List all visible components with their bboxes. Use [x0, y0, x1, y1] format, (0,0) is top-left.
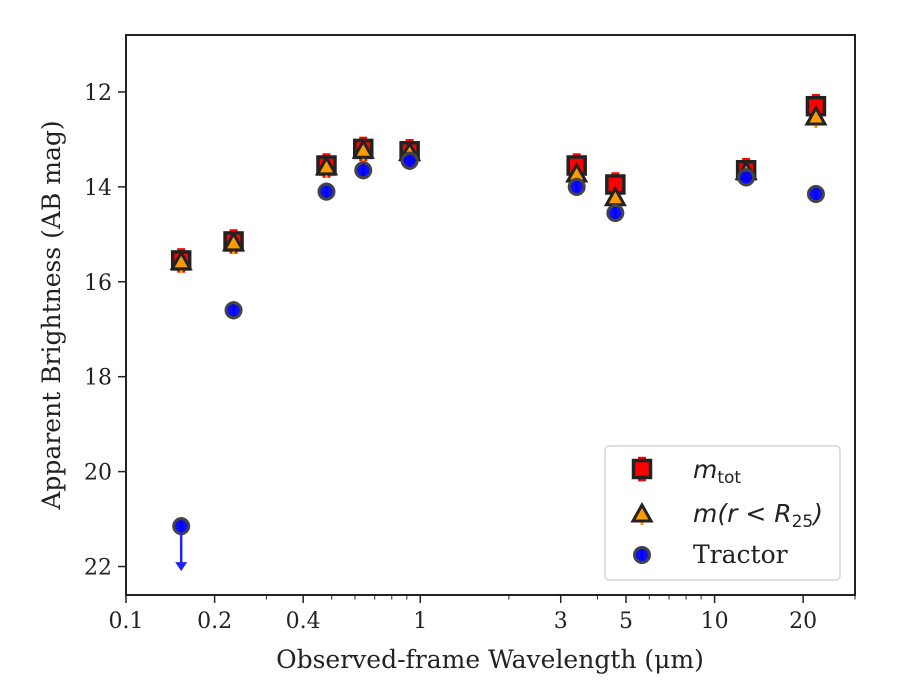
- marker-circle: [567, 177, 586, 196]
- x-axis: 0.1 0.2 0.4 1 3 5 10 20: [109, 595, 856, 634]
- marker-circle: [806, 184, 825, 203]
- marker-triangle: [314, 154, 339, 176]
- data-point: [806, 184, 825, 203]
- y-tick-label: 20: [84, 461, 112, 486]
- y-axis: 12 14 16 18 20 22: [84, 81, 126, 581]
- x-axis-label: Observed-frame Wavelength (μm): [276, 645, 704, 674]
- marker-circle: [172, 517, 191, 536]
- data-point: [169, 249, 193, 273]
- series-mr25: [169, 104, 828, 273]
- series-mtot: [170, 93, 827, 273]
- legend-entry-mtot: mtot: [631, 455, 741, 488]
- upper-limit-head: [175, 562, 188, 572]
- x-tick-label: 5: [619, 609, 633, 634]
- legend-entry-tractor: Tractor: [633, 540, 788, 569]
- x-tick-label: 0.4: [286, 609, 321, 634]
- marker-circle: [354, 161, 373, 180]
- legend-marker-triangle: [630, 501, 654, 525]
- legend-marker-square: [631, 456, 653, 482]
- series-tractor: [172, 151, 825, 572]
- legend: mtot m(r < R25) Tractor: [604, 445, 841, 581]
- plot-frame: [125, 34, 856, 596]
- data-point: [737, 168, 756, 187]
- data-point: [351, 138, 375, 162]
- legend-entry-mr: m(r < R25): [630, 499, 823, 532]
- marker-circle: [224, 301, 243, 320]
- data-point: [221, 230, 246, 254]
- legend-label-tractor: Tractor: [693, 540, 788, 569]
- marker-triangle: [169, 249, 193, 271]
- x-tick-label: 3: [554, 609, 568, 634]
- data-point: [400, 151, 419, 170]
- marker-triangle: [351, 138, 375, 159]
- marker-circle: [606, 203, 625, 222]
- marker-circle: [400, 151, 419, 170]
- legend-label-mtot: mtot: [693, 455, 741, 488]
- marker-triangle: [804, 104, 828, 126]
- marker-square: [631, 458, 653, 480]
- legend-marker: [633, 546, 651, 564]
- x-tick-label: 0.2: [197, 609, 232, 634]
- legend-mtot-main: m: [693, 455, 717, 484]
- y-tick-label: 14: [84, 176, 112, 201]
- y-tick-label: 18: [84, 366, 112, 391]
- data-point: [354, 161, 373, 180]
- legend-marker-circle: [633, 546, 651, 564]
- data-point: [606, 203, 625, 222]
- legend-mr-sub: 25: [792, 512, 814, 532]
- legend-mr-close: ): [811, 499, 823, 528]
- legend-box: [604, 445, 841, 581]
- legend-marker: [630, 501, 654, 525]
- marker-circle: [633, 546, 651, 564]
- legend-label-mr: m(r < R25): [693, 499, 823, 532]
- x-tick-label: 1: [413, 609, 427, 634]
- marker-triangle: [630, 501, 654, 523]
- y-tick-label: 22: [84, 556, 112, 581]
- data-point: [314, 154, 339, 178]
- data-point: [567, 177, 586, 196]
- y-tick-label: 12: [84, 81, 112, 106]
- upper-limit-arrow: [175, 532, 188, 572]
- y-tick-label: 16: [84, 271, 112, 296]
- x-tick-label: 10: [701, 609, 729, 634]
- legend-marker: [631, 456, 653, 482]
- x-tick-label: 0.1: [109, 609, 144, 634]
- legend-mr-main: m(r < R: [693, 499, 792, 528]
- marker-circle: [737, 168, 756, 187]
- data-point: [224, 301, 243, 320]
- legend-mtot-sub: tot: [717, 468, 741, 488]
- plot-marks: [169, 93, 828, 572]
- data-point: [317, 182, 336, 201]
- marker-circle: [317, 182, 336, 201]
- marker-triangle: [221, 230, 246, 252]
- x-tick-label: 20: [789, 609, 817, 634]
- data-point: [804, 104, 828, 129]
- y-axis-label: Apparent Brightness (AB mag): [37, 120, 66, 510]
